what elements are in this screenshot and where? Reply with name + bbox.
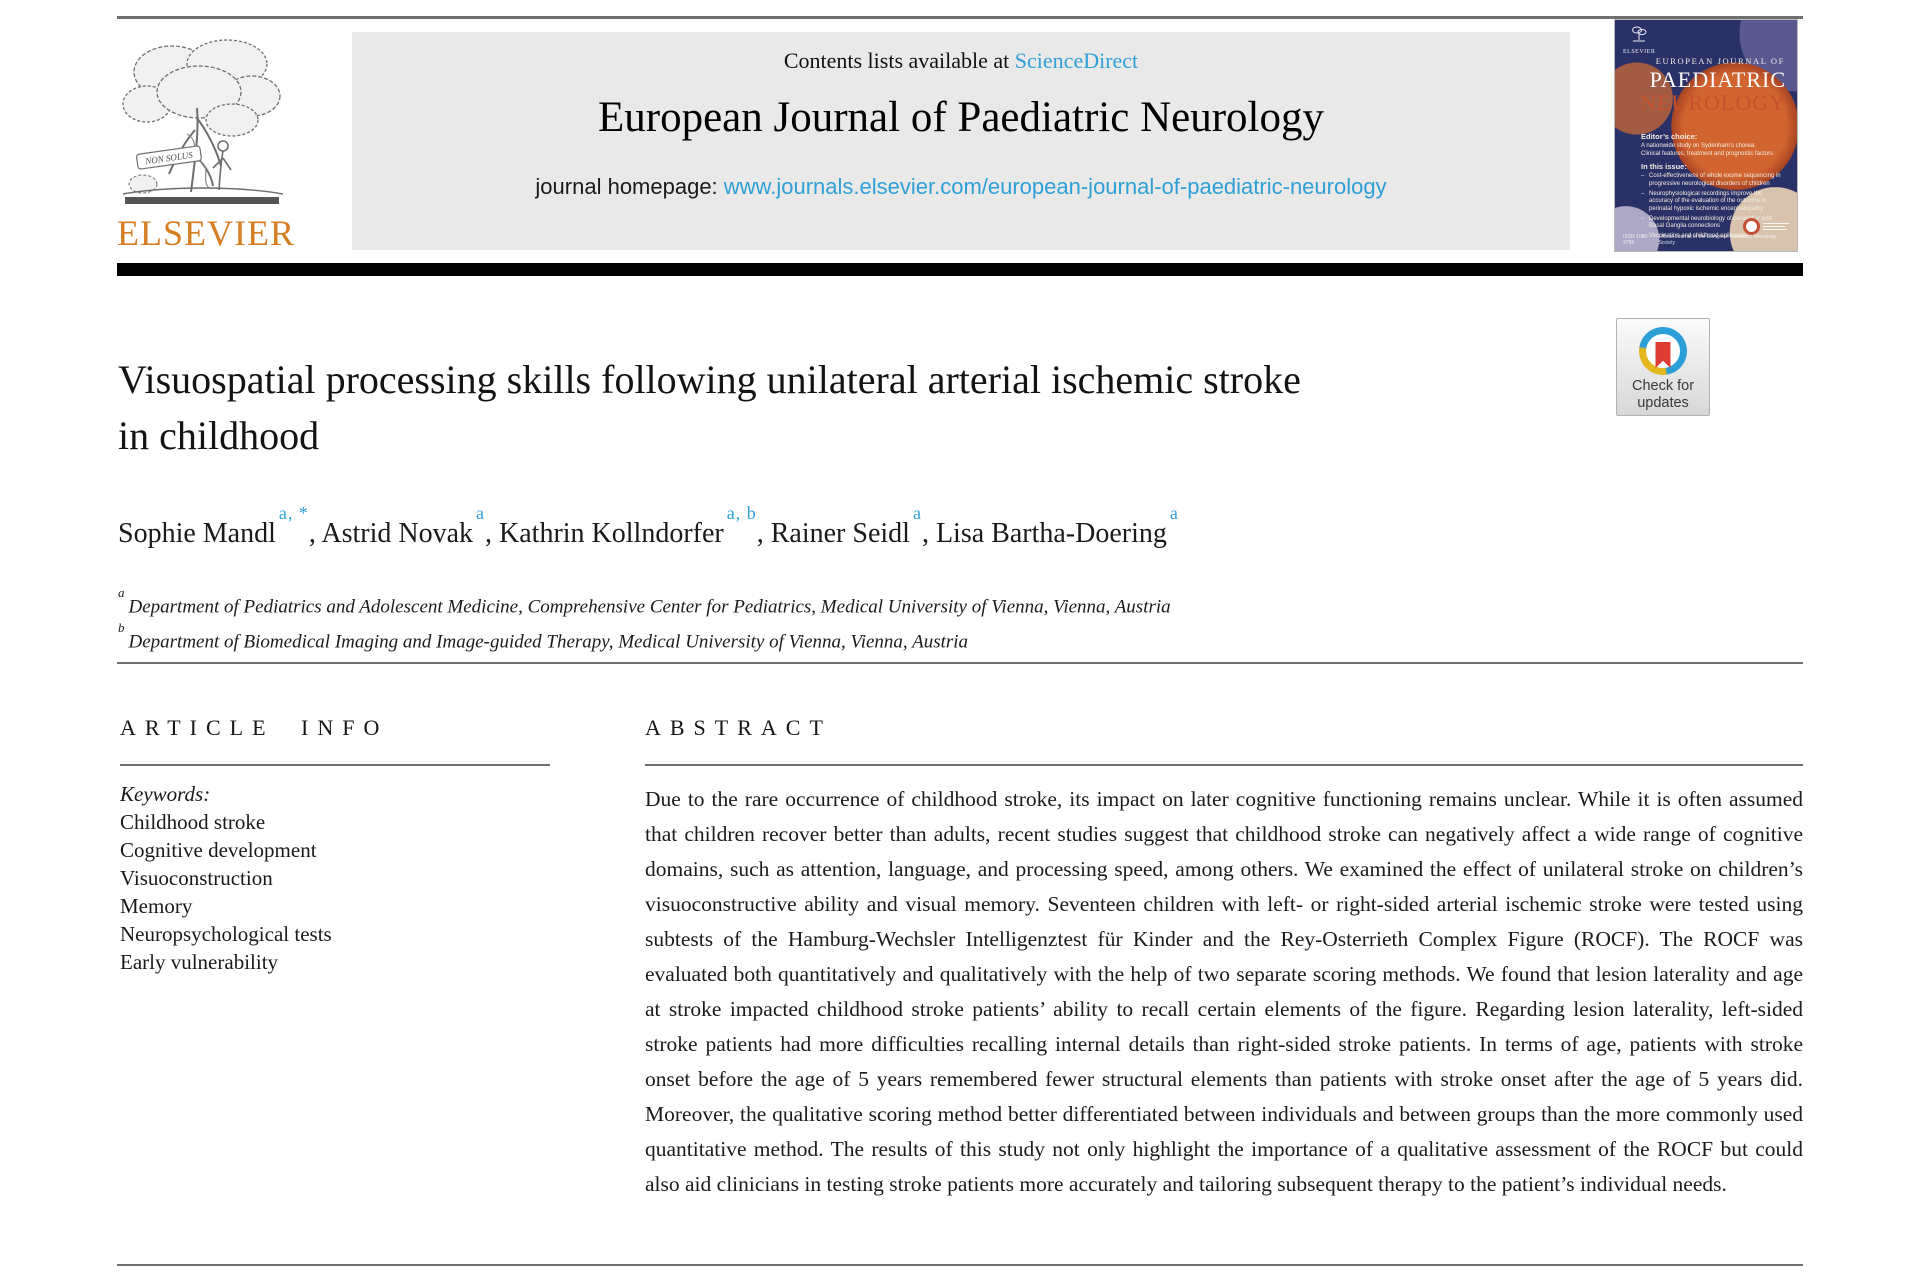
cover-issue-item: – Neurophysiological recordings improve t… — [1641, 190, 1767, 212]
cover-kicker: EUROPEAN JOURNAL OF — [1655, 56, 1785, 66]
elsevier-wordmark: ELSEVIER — [117, 213, 295, 253]
check-badge-text: updates — [1637, 395, 1689, 411]
society-logo-text-lines — [1763, 221, 1789, 232]
cover-elsevier-mark: ELSEVIER — [1623, 26, 1655, 55]
author-affil-sup: a — [912, 503, 922, 523]
cover-publisher-text: ELSEVIER — [1623, 49, 1656, 55]
homepage-label: journal homepage: — [535, 174, 724, 199]
contents-prefix: Contents lists available at — [783, 48, 1015, 73]
bookmark-ribbon-icon — [1655, 342, 1671, 368]
article-title-line: Visuospatial processing skills following… — [118, 357, 1301, 402]
article-info-rule — [120, 764, 550, 766]
check-for-updates-badge[interactable]: Check for updates — [1616, 318, 1710, 416]
keyword: Childhood stroke — [120, 810, 266, 834]
article-info-heading: ARTICLE INFO — [120, 715, 389, 740]
society-emblem — [1743, 218, 1789, 235]
sciencedirect-link[interactable]: ScienceDirect — [1014, 48, 1139, 73]
editors-choice-line: A nationwide study on Sydenham’s chorea: — [1641, 143, 1756, 149]
cover-tree-icon — [1632, 26, 1647, 42]
editors-choice-label: Editor’s choice: — [1641, 132, 1698, 141]
homepage-line: journal homepage: www.journals.elsevier.… — [352, 174, 1570, 200]
cover-body-text: Editor’s choice: A nationwide study on S… — [1641, 132, 1781, 243]
affiliation: bDepartment of Biomedical Imaging and Im… — [118, 620, 969, 653]
abstract-heading: ABSTRACT — [645, 715, 832, 740]
article-title: Visuospatial processing skills following… — [118, 352, 1618, 464]
author: Rainer Seidla, — [770, 503, 936, 550]
cover-title-neurology: NEUROLOGY — [1640, 90, 1786, 115]
affiliation: aDepartment of Pediatrics and Adolescent… — [118, 585, 1171, 618]
section-divider — [117, 662, 1803, 664]
journal-cover-thumbnail[interactable]: ELSEVIER EUROPEAN JOURNAL OF PAEDIATRIC … — [1614, 19, 1798, 252]
society-logo-icon — [1743, 218, 1760, 235]
cover-footer: ISSN 1090-3798 Official Journal of the E… — [1623, 234, 1789, 246]
elsevier-logo: NON SOLUS ELSEVIER — [117, 34, 295, 254]
keywords-label: Keywords: — [120, 782, 211, 806]
check-badge-text: Check for — [1631, 378, 1695, 394]
cover-society-line: Official Journal of the European Paediat… — [1658, 234, 1777, 246]
keyword: Visuoconstruction — [120, 866, 273, 890]
keyword: Early vulnerability — [120, 950, 279, 974]
cover-issue-item: – Cost-effectiveness of whole exome seque… — [1641, 173, 1781, 187]
author-affil-sup: a — [476, 503, 486, 523]
author-list: Sophie Mandla, *, Astrid Novaka, Kathrin… — [118, 503, 1179, 550]
author-affil-sup: a — [1169, 503, 1179, 523]
header-divider-bar — [117, 263, 1803, 276]
cover-issn: ISSN 1090-3798 — [1623, 234, 1649, 246]
author: Kathrin Kollndorfera, b, — [499, 503, 771, 550]
journal-masthead: Contents lists available at ScienceDirec… — [352, 32, 1570, 250]
affiliation-list: aDepartment of Pediatrics and Adolescent… — [118, 585, 1171, 657]
author-affil-sup: a, * — [278, 503, 309, 523]
author: Lisa Bartha-Doeringa — [935, 503, 1179, 550]
top-rule — [117, 16, 1803, 19]
article-title-line: in childhood — [118, 413, 320, 458]
abstract-rule — [645, 764, 1803, 766]
editors-choice-line: Clinical features, treatment and prognos… — [1641, 150, 1774, 157]
article-info-column: ARTICLE INFO Keywords: Childhood stroke … — [120, 716, 550, 976]
cover-issue-item: – Developmental neurobiology of cerebella… — [1641, 215, 1772, 230]
journal-title: European Journal of Paediatric Neurology — [598, 94, 1324, 141]
author-affil-sup: a, b — [726, 503, 757, 523]
keyword: Memory — [120, 894, 193, 918]
cover-title-paediatric: PAEDIATRIC — [1649, 67, 1786, 92]
keyword: Cognitive development — [120, 838, 317, 862]
cover-issue-list: – Cost-effectiveness of whole exome seque… — [1641, 173, 1781, 241]
author: Astrid Novaka, — [321, 503, 500, 550]
cover-issue-item: – Vaccination and childhood epilepsies — [1641, 233, 1747, 239]
in-this-issue-label: In this issue: — [1641, 162, 1687, 171]
abstract-column: ABSTRACT Due to the rare occurrence of c… — [645, 716, 1803, 1202]
bottom-rule — [117, 1264, 1803, 1266]
journal-homepage-link[interactable]: www.journals.elsevier.com/european-journ… — [723, 174, 1387, 199]
contents-line: Contents lists available at ScienceDirec… — [352, 32, 1570, 74]
elsevier-tree-icon: NON SOLUS — [122, 39, 284, 204]
abstract-text: Due to the rare occurrence of childhood … — [645, 787, 1803, 1196]
author: Sophie Mandla, *, — [118, 503, 322, 550]
keyword: Neuropsychological tests — [120, 922, 332, 946]
crossmark-ring-icon — [1639, 327, 1687, 375]
